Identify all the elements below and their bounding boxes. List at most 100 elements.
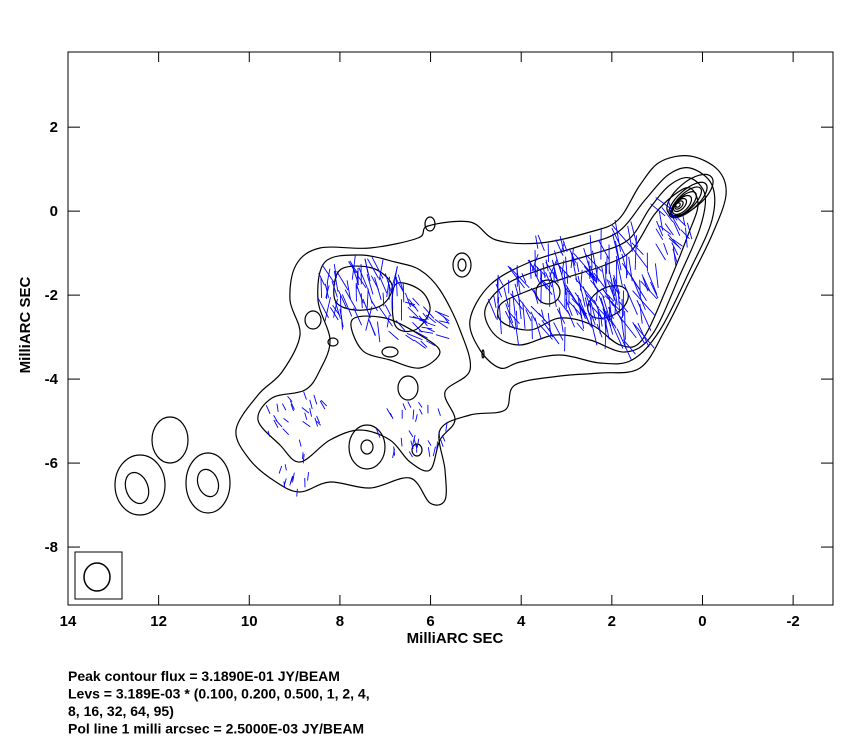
contour xyxy=(424,216,436,232)
contour xyxy=(114,454,166,516)
pol-vector xyxy=(366,273,374,295)
pol-vector xyxy=(616,312,637,339)
polarization-vectors xyxy=(265,197,693,497)
pol-vector xyxy=(432,446,436,457)
pol-vector xyxy=(663,242,669,255)
pol-vector xyxy=(515,310,518,328)
pol-vector xyxy=(412,297,420,306)
pol-vector xyxy=(521,273,527,284)
pol-vector xyxy=(445,421,448,432)
pol-vector xyxy=(326,268,331,284)
pol-vector xyxy=(672,248,678,263)
pol-vector xyxy=(611,228,626,256)
contour xyxy=(350,315,441,369)
pol-vector xyxy=(278,465,283,474)
pol-vector xyxy=(290,403,294,412)
pol-vector xyxy=(541,309,545,322)
pol-vector xyxy=(407,306,419,318)
pol-vector xyxy=(370,300,378,312)
x-tick-label: 4 xyxy=(517,613,526,630)
pol-vector xyxy=(422,312,429,321)
pol-vector xyxy=(408,430,414,438)
pol-vector xyxy=(589,235,593,268)
pol-vector xyxy=(418,315,428,327)
pol-vector xyxy=(514,316,519,345)
pol-vector xyxy=(505,303,514,324)
contour xyxy=(668,181,708,219)
pol-vector xyxy=(570,248,574,269)
pol-vector xyxy=(576,262,580,273)
pol-vector xyxy=(673,221,681,236)
pol-vector xyxy=(603,306,607,333)
pol-vector xyxy=(388,330,399,341)
contour xyxy=(397,375,419,401)
x-tick-label: 2 xyxy=(608,613,616,630)
pol-vector xyxy=(301,407,310,414)
pol-vector xyxy=(406,332,423,341)
pol-vector xyxy=(273,415,278,422)
pol-vector xyxy=(326,282,328,299)
pol-vector xyxy=(530,311,536,322)
pol-vector xyxy=(573,252,595,278)
y-tick-label: -6 xyxy=(45,455,58,472)
contour xyxy=(196,468,220,498)
pol-vector xyxy=(397,274,404,291)
pol-vector xyxy=(605,256,608,274)
pol-vector xyxy=(419,408,423,415)
pol-vector xyxy=(617,290,621,314)
pol-vector xyxy=(402,403,407,411)
pol-vector xyxy=(656,220,664,237)
pol-vector xyxy=(332,304,340,316)
pol-vector xyxy=(508,311,520,325)
pol-vector xyxy=(391,288,394,311)
pol-vector xyxy=(596,290,598,301)
pol-vector xyxy=(556,308,566,324)
pol-vector xyxy=(341,294,353,317)
pol-vector xyxy=(589,316,598,346)
pol-vector xyxy=(655,243,666,261)
pol-vector xyxy=(344,289,358,311)
pol-vector xyxy=(562,240,568,252)
pol-vector xyxy=(435,334,450,339)
y-axis-label: MilliARC SEC xyxy=(17,277,34,374)
pol-vector xyxy=(333,270,339,292)
pol-vector xyxy=(287,396,293,402)
pol-vector xyxy=(561,260,565,276)
pol-vector xyxy=(358,267,368,288)
pol-vector xyxy=(614,219,622,252)
pol-vector xyxy=(588,260,591,279)
pol-vector xyxy=(590,279,605,298)
pol-vector xyxy=(614,240,622,271)
x-tick-label: 0 xyxy=(698,613,706,630)
pol-vector xyxy=(650,281,659,299)
pol-vector xyxy=(405,334,415,342)
pol-vector xyxy=(402,282,405,303)
pol-vector xyxy=(632,322,646,345)
pol-vector xyxy=(612,233,620,262)
pol-vector xyxy=(413,438,417,448)
pol-vector xyxy=(390,266,398,291)
pol-vector xyxy=(686,222,693,240)
pol-vector xyxy=(267,430,271,437)
pol-vector xyxy=(440,439,444,447)
pol-vector xyxy=(519,299,532,315)
pol-vector xyxy=(365,306,373,331)
pol-vector xyxy=(364,258,371,282)
pol-vector xyxy=(510,293,523,310)
pol-vector xyxy=(276,403,279,412)
pol-vector xyxy=(307,472,309,481)
pol-vector xyxy=(569,248,577,263)
pol-vector xyxy=(611,224,632,247)
pol-vector xyxy=(590,302,597,321)
pol-vector xyxy=(495,283,503,298)
pol-vector xyxy=(333,264,337,279)
pol-vector xyxy=(395,320,406,331)
pol-vector xyxy=(408,298,419,312)
pol-vector xyxy=(334,301,341,319)
pol-vector xyxy=(439,320,449,324)
pol-vector xyxy=(504,310,516,330)
pol-vector xyxy=(368,319,377,336)
pol-vector xyxy=(529,261,532,279)
pol-vector xyxy=(426,327,435,333)
